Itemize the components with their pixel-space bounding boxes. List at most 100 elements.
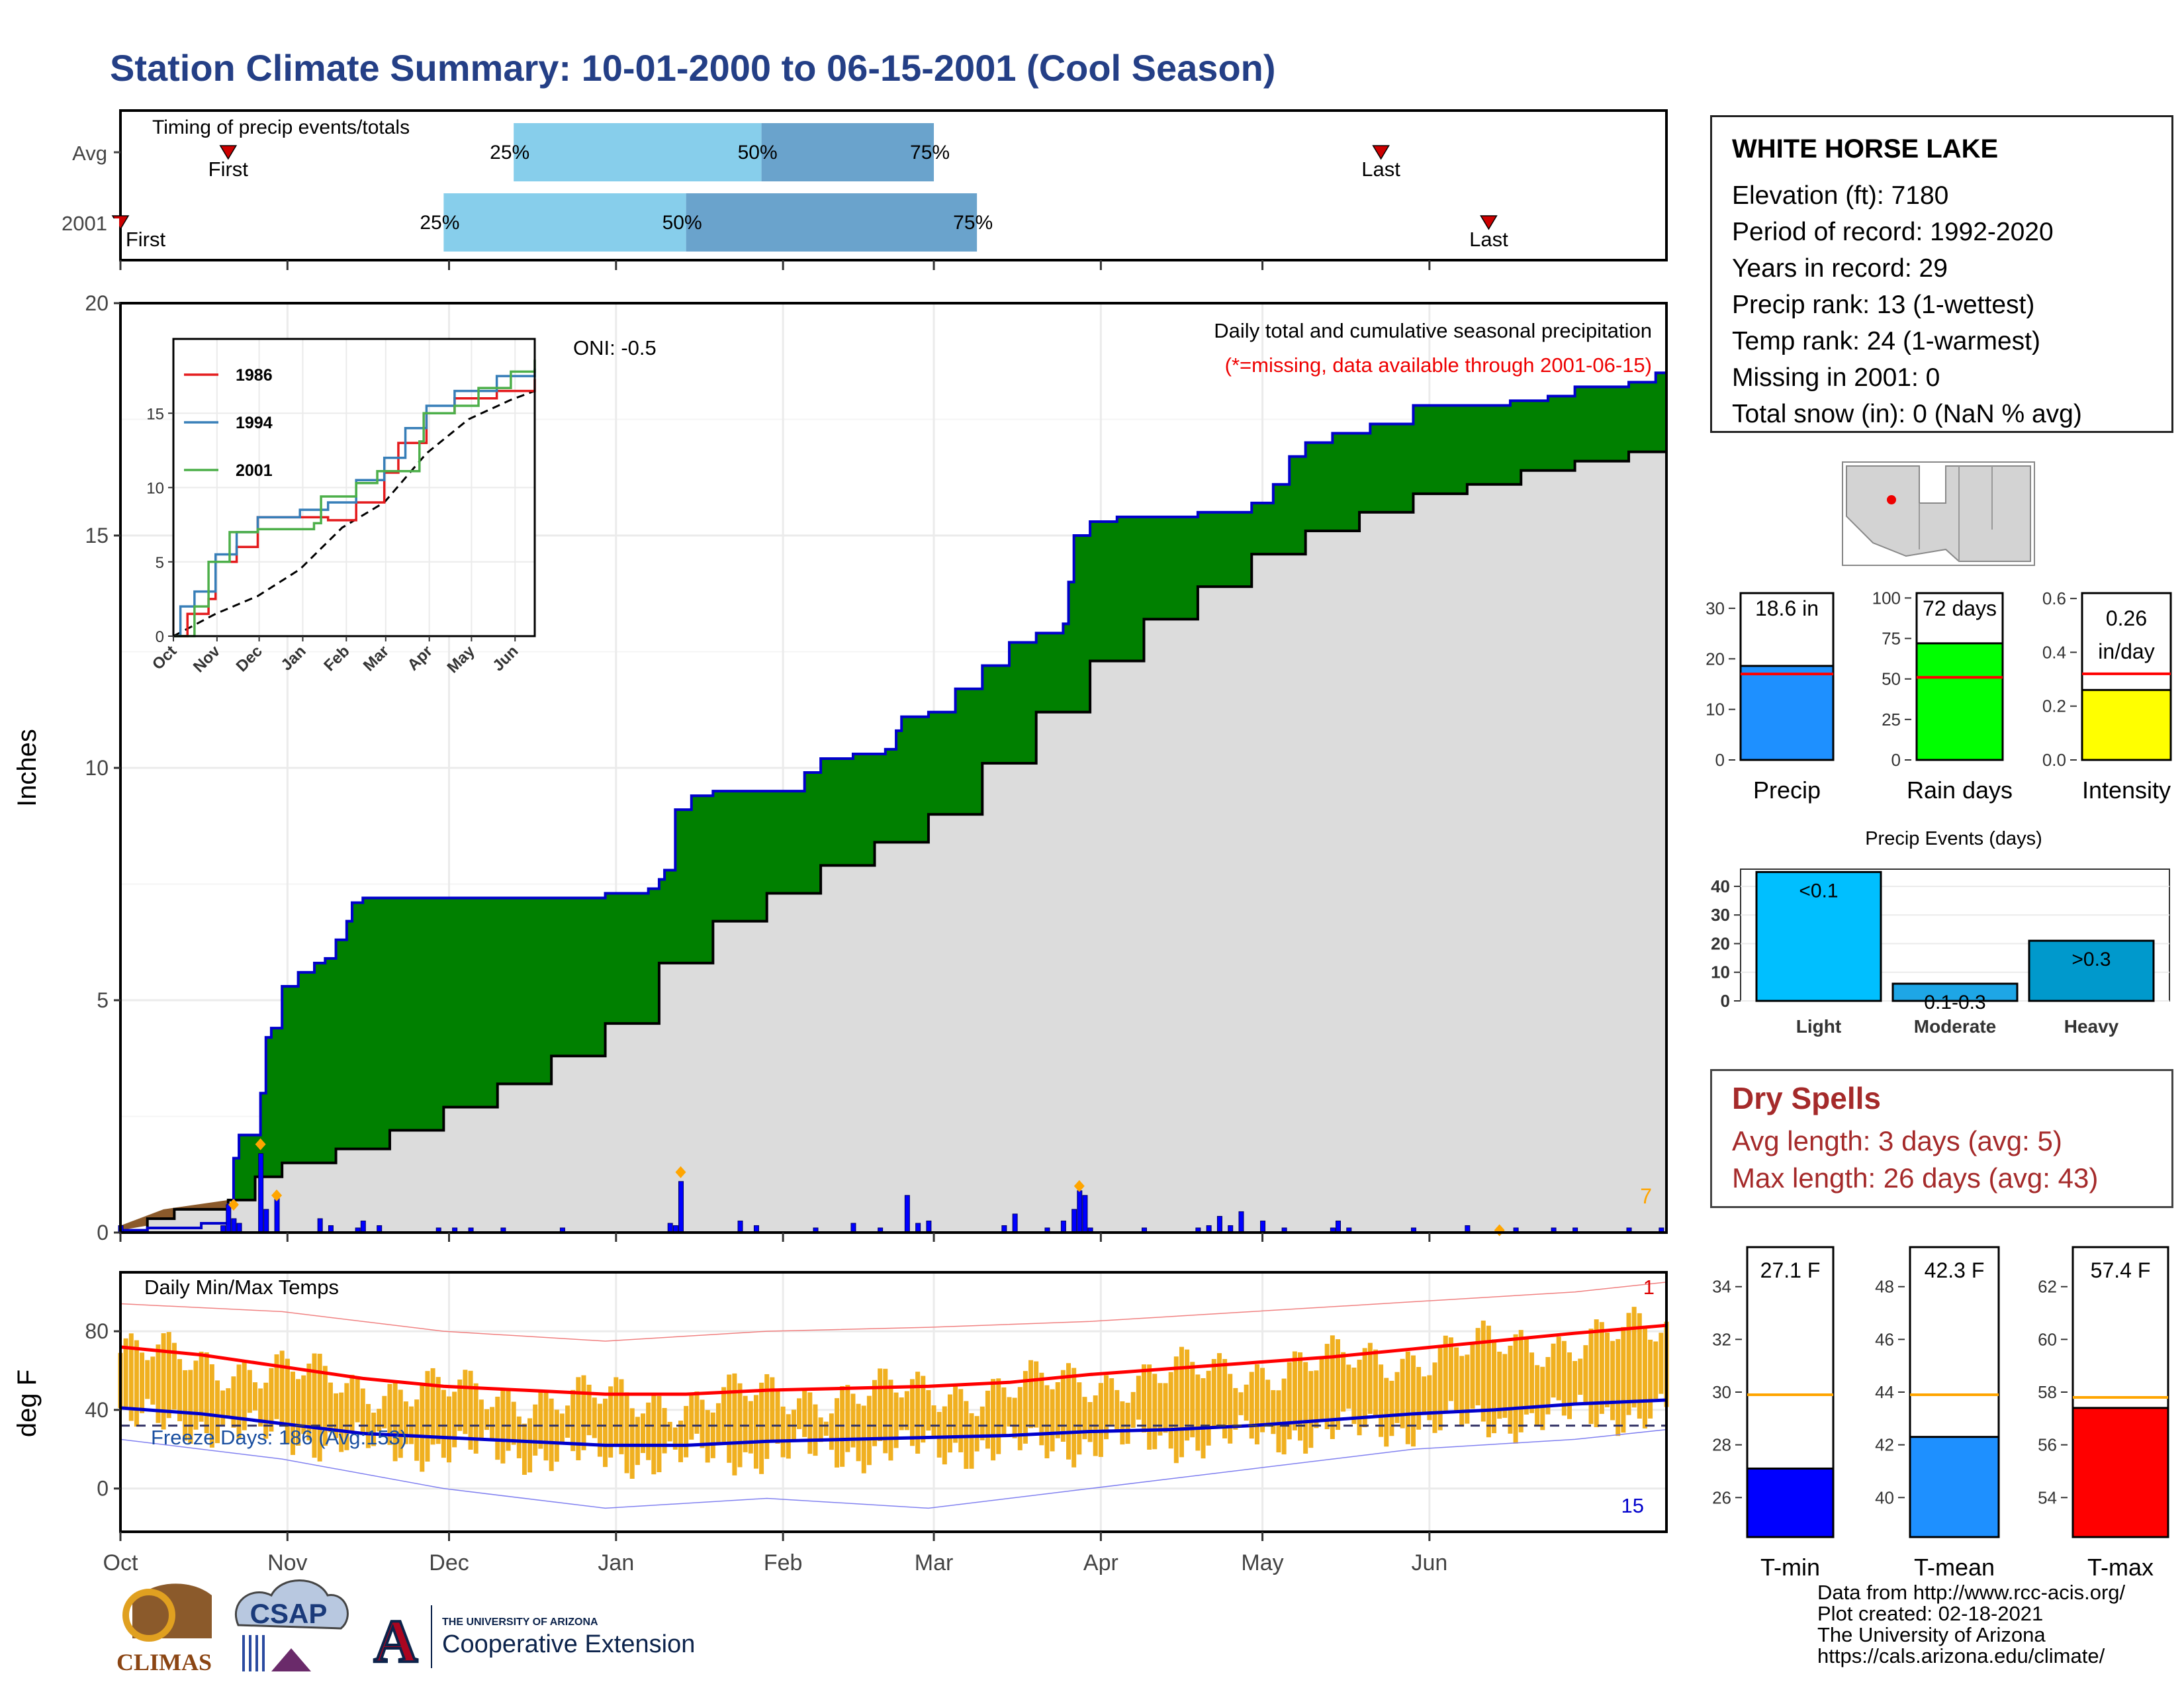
temps-daily-bar xyxy=(473,1383,478,1454)
temps-daily-bar xyxy=(317,1354,322,1462)
month-axis: Oct Nov Dec Jan Feb Mar Apr May Jun xyxy=(103,1532,1447,1575)
temps-daily-bar xyxy=(732,1373,737,1476)
temps-daily-bar xyxy=(565,1405,570,1438)
temps-daily-bar xyxy=(1454,1347,1459,1411)
temps-daily-bar xyxy=(559,1413,565,1443)
tempbar-t-mean-y-tick-label: 40 xyxy=(1875,1487,1894,1507)
temps-daily-bar xyxy=(263,1382,269,1439)
temps-daily-bar xyxy=(1362,1348,1367,1428)
temps-daily-bar xyxy=(764,1374,770,1459)
temps-daily-bar xyxy=(646,1402,651,1460)
temps-daily-bar xyxy=(1443,1335,1448,1412)
temps-daily-bar xyxy=(1422,1376,1427,1415)
temps-daily-bar xyxy=(166,1332,171,1419)
tempbar-t-mean-y-tick-label: 44 xyxy=(1875,1382,1894,1402)
temps-daily-bar xyxy=(392,1381,398,1462)
summary-value-label: 18.6 in xyxy=(1755,596,1819,620)
tempbar-t-min-y-tick-label: 28 xyxy=(1712,1435,1731,1455)
tempbar-value-label: 27.1 F xyxy=(1760,1258,1821,1282)
timing-first-label: First xyxy=(126,228,166,251)
temps-daily-bar xyxy=(1017,1387,1023,1450)
events-title: Precip Events (days) xyxy=(1865,828,2042,849)
temps-daily-bar xyxy=(1513,1334,1518,1444)
summary-intensity-category-label: Intensity xyxy=(2082,776,2171,804)
timing-pct-25: 25% xyxy=(420,212,459,234)
temps-daily-bar xyxy=(1400,1358,1405,1429)
temps-daily-bar xyxy=(511,1401,516,1445)
temps-daily-bar xyxy=(856,1403,861,1462)
timing-last-label: Last xyxy=(1469,228,1508,251)
precip-daily-bar xyxy=(915,1223,921,1233)
timing-last-marker xyxy=(1372,145,1390,160)
temps-daily-bar xyxy=(1545,1357,1551,1415)
temps-daily-bar xyxy=(727,1374,732,1463)
tempbar-t-mean-bar xyxy=(1909,1436,2000,1538)
temps-daily-bar xyxy=(441,1389,446,1458)
temps-daily-bar xyxy=(1610,1340,1615,1421)
summary-value-label: 0.26 xyxy=(2106,606,2147,630)
temps-daily-bar xyxy=(651,1394,657,1475)
temps-daily-bar xyxy=(339,1392,344,1452)
temps-daily-bar xyxy=(1120,1401,1125,1445)
precip-extreme-marker xyxy=(1073,1180,1085,1192)
timing-pct-25: 25% xyxy=(490,142,529,164)
temps-daily-bar xyxy=(1405,1351,1410,1444)
summary-intensity-y-tick-label: 0.4 xyxy=(2042,642,2066,662)
temps-daily-bar xyxy=(1465,1354,1470,1424)
temps-daily-bar xyxy=(242,1362,247,1430)
inset-y-tick-label: 15 xyxy=(146,405,164,423)
temps-daily-bar xyxy=(1303,1362,1308,1454)
temps-count-high: 1 xyxy=(1643,1276,1655,1299)
x-tick-label: Nov xyxy=(267,1550,307,1575)
temps-daily-bar xyxy=(1637,1313,1642,1419)
precip-oni: ONI: -0.5 xyxy=(573,336,657,359)
precip-daily-bar xyxy=(226,1204,232,1233)
climas-logo-ring xyxy=(122,1589,175,1642)
temps-daily-bar xyxy=(1524,1337,1529,1415)
precip-daily-bar xyxy=(678,1181,684,1233)
temps-daily-bar xyxy=(700,1399,705,1448)
temps-daily-bar xyxy=(1281,1378,1287,1455)
temps-daily-bar xyxy=(252,1382,257,1411)
temps-daily-bar xyxy=(1346,1364,1351,1409)
temps-daily-bar xyxy=(1631,1307,1637,1408)
temps-daily-bar xyxy=(1529,1352,1535,1413)
timing-row-label: 2001 xyxy=(62,212,107,235)
temps-daily-bar xyxy=(274,1354,279,1419)
temps-daily-bar xyxy=(753,1395,758,1469)
temps-daily-bar xyxy=(1238,1392,1244,1415)
temps-daily-bar xyxy=(1104,1375,1109,1440)
temps-daily-bar xyxy=(355,1376,360,1423)
summary-rain-days-y-tick-label: 50 xyxy=(1882,669,1901,689)
temps-daily-bar xyxy=(743,1395,748,1452)
temps-daily-bar xyxy=(1551,1343,1556,1398)
temps-daily-bar xyxy=(398,1389,403,1458)
temps-daily-bar xyxy=(1249,1372,1254,1439)
temps-daily-bar xyxy=(403,1401,408,1444)
events-category-label: Light xyxy=(1796,1016,1841,1037)
precip-daily-bar xyxy=(236,1223,242,1233)
temps-daily-bar xyxy=(1233,1387,1238,1430)
temps-y-tick-label: 80 xyxy=(85,1319,109,1343)
precip-daily-bar xyxy=(737,1220,743,1233)
temps-daily-bar xyxy=(915,1372,921,1454)
temps-daily-bar xyxy=(684,1405,689,1458)
temps-daily-bar xyxy=(878,1368,883,1441)
precip-daily-bar xyxy=(1071,1209,1077,1233)
temps-daily-bar xyxy=(678,1421,683,1462)
temps-daily-bar xyxy=(285,1358,290,1444)
temps-daily-bar xyxy=(1012,1397,1017,1438)
temps-daily-bar xyxy=(1298,1352,1303,1441)
summary-rain-days-y-tick-label: 100 xyxy=(1872,588,1901,608)
temps-daily-bar xyxy=(710,1412,715,1458)
temps-daily-bar xyxy=(377,1409,382,1432)
timing-bar-25-50 xyxy=(443,193,686,252)
temps-daily-bar xyxy=(522,1423,527,1475)
temps-daily-bar xyxy=(619,1379,624,1454)
summary-rain-days-category-label: Rain days xyxy=(1907,776,2013,804)
x-tick-label: Jan xyxy=(598,1550,634,1575)
x-tick-label: Mar xyxy=(915,1550,954,1575)
temps-daily-bar xyxy=(592,1397,597,1438)
temps-daily-bar xyxy=(1023,1371,1028,1444)
temps-daily-bar xyxy=(1432,1362,1437,1433)
